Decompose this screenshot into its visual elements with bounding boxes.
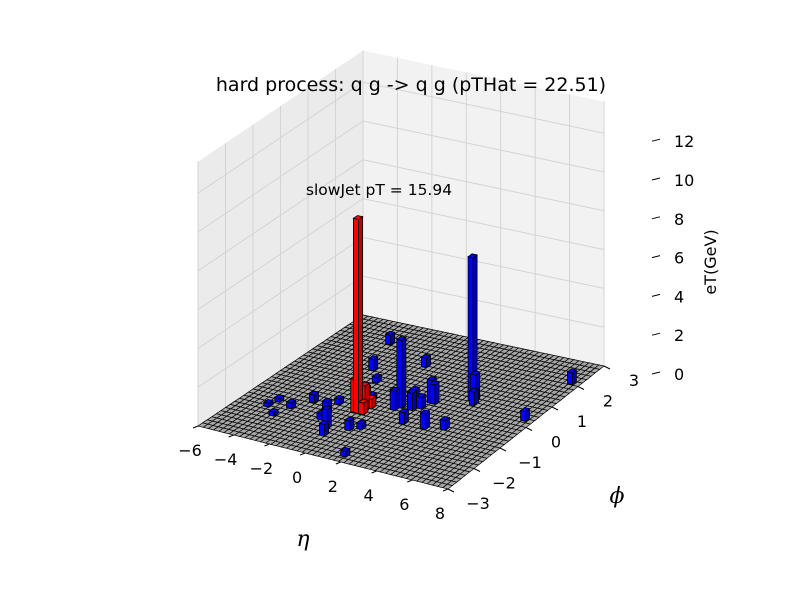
z-tick-mark (651, 332, 661, 336)
y-tick-label: 1 (577, 412, 587, 431)
x-tick-label: 4 (364, 486, 374, 505)
energy-bar (566, 368, 578, 386)
energy-bar (419, 409, 431, 431)
energy-bar (262, 398, 275, 409)
energy-bar (420, 353, 432, 369)
y-tick-label: −2 (492, 474, 516, 493)
energy-bar (428, 380, 440, 406)
energy-bar (398, 408, 410, 426)
x-tick-mark (335, 461, 342, 465)
y-tick-label: −3 (466, 494, 490, 513)
z-tick-label: 10 (674, 171, 694, 190)
z-tick-mark (651, 293, 661, 297)
energy-bar (273, 393, 285, 404)
z-axis-label: eT(GeV) (701, 229, 720, 294)
energy-bar (355, 419, 367, 431)
pane-gridline (197, 120, 605, 233)
x-tick-label: −2 (250, 459, 274, 478)
z-tick-label: 8 (674, 210, 684, 229)
y-tick-mark (447, 488, 455, 493)
x-tick-mark (192, 425, 199, 429)
energy-bar (333, 394, 345, 406)
energy-bar (468, 387, 480, 407)
x-tick-mark (371, 470, 377, 474)
x-tick-label: −4 (214, 450, 238, 469)
y-tick-mark (577, 386, 585, 390)
energy-bar (267, 407, 280, 417)
y-tick-mark (603, 365, 611, 370)
x-tick-label: 6 (399, 495, 409, 514)
z-tick-mark (651, 177, 661, 181)
y-tick-label: 3 (629, 371, 639, 390)
energy-bar (439, 415, 451, 432)
y-tick-label: 0 (551, 433, 561, 452)
energy-bar (367, 355, 379, 372)
z-tick-mark (651, 138, 661, 142)
x-tick-mark (407, 479, 413, 483)
energy-bar (519, 407, 531, 423)
x-tick-label: 8 (435, 504, 445, 523)
x-tick-mark (264, 443, 270, 447)
energy-bar (389, 386, 401, 412)
z-tick-label: 2 (674, 326, 684, 345)
energy-bar (285, 398, 297, 410)
energy-bar (384, 330, 396, 346)
chart-title: hard process: q g -> q g (pTHat = 22.51) (216, 74, 606, 96)
x-axis-label: η (296, 527, 309, 552)
x-tick-mark (442, 488, 449, 492)
z-tick-mark (651, 255, 661, 259)
floor-grid (197, 314, 605, 490)
y-tick-mark (525, 427, 533, 431)
bars-layer (262, 215, 578, 459)
energy-bar (339, 446, 351, 459)
z-tick-mark (651, 216, 661, 220)
y-tick-label: 2 (603, 392, 613, 411)
axis-panes (197, 50, 605, 427)
energy-bar (415, 392, 427, 410)
y-axis-label: ϕ (610, 484, 625, 509)
x-tick-label: 2 (328, 477, 338, 496)
y-tick-mark (499, 447, 507, 452)
z-tick-label: 12 (674, 132, 694, 151)
z-tick-label: 0 (674, 365, 684, 384)
jet-bar (352, 215, 364, 415)
energy-bar (343, 416, 355, 432)
back-pane (363, 50, 604, 366)
x-tick-label: −6 (178, 441, 202, 460)
z-tick-label: 4 (674, 287, 684, 306)
z-tick-mark (651, 371, 661, 375)
energy-bar (318, 420, 330, 438)
x-tick-label: 0 (292, 468, 302, 487)
jet-bar (357, 398, 369, 416)
y-tick-mark (473, 468, 481, 472)
energy-bar (406, 388, 418, 412)
energy-bar (308, 390, 320, 404)
y-tick-mark (551, 406, 559, 411)
pane-gridline (197, 198, 605, 311)
energy-bar (371, 373, 383, 385)
z-tick-label: 6 (674, 249, 684, 268)
pane-gridline (197, 81, 605, 194)
x-tick-mark (299, 452, 306, 456)
x-tick-mark (228, 434, 234, 438)
slowjet-annotation: slowJet pT = 15.94 (306, 181, 452, 199)
pane-gridline (197, 159, 605, 272)
y-tick-label: −1 (518, 453, 542, 472)
floor-cell (442, 483, 454, 490)
